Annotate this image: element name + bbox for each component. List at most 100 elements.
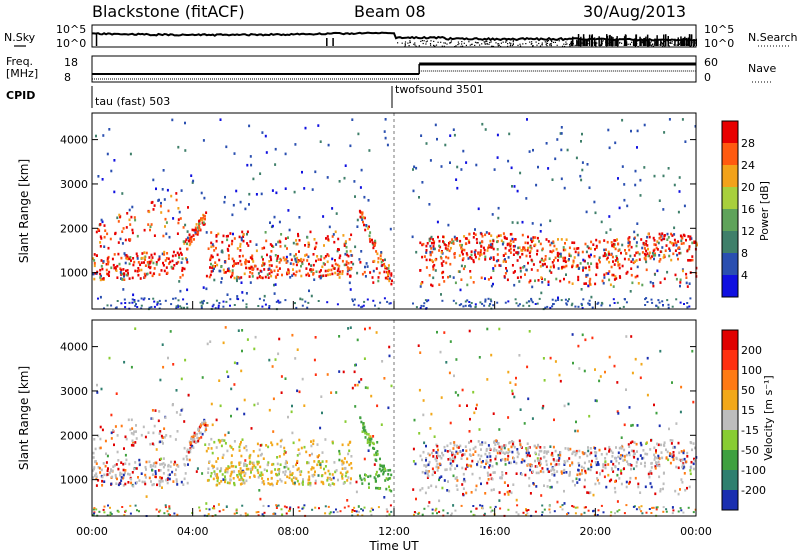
scatter-point xyxy=(470,510,473,513)
scatter-point xyxy=(169,465,172,468)
scatter-point xyxy=(526,509,528,512)
scatter-point xyxy=(125,254,128,257)
colorbar-tick-label: -100 xyxy=(741,464,766,477)
scatter-point xyxy=(609,283,612,287)
scatter-point xyxy=(271,365,274,368)
scatter-point xyxy=(224,480,226,484)
scatter-point xyxy=(232,477,235,480)
scatter-point xyxy=(386,300,389,303)
scatter-point xyxy=(294,143,297,146)
scatter-point xyxy=(598,258,601,262)
scatter-point xyxy=(201,421,204,425)
scatter-point xyxy=(128,262,131,266)
noise-search-dot xyxy=(641,42,643,44)
scatter-point xyxy=(122,462,125,466)
scatter-point xyxy=(693,459,696,462)
scatter-point xyxy=(622,459,625,462)
scatter-point xyxy=(304,244,306,247)
scatter-point xyxy=(474,305,477,308)
scatter-point xyxy=(575,156,578,160)
scatter-point xyxy=(301,170,303,174)
scatter-point xyxy=(582,452,585,456)
scatter-point xyxy=(594,461,597,464)
scatter-point xyxy=(177,299,180,302)
scatter-point xyxy=(658,237,661,240)
scatter-point xyxy=(668,118,671,121)
scatter-point xyxy=(452,276,455,279)
scatter-point xyxy=(95,254,98,257)
noise-spike xyxy=(663,34,665,46)
scatter-point xyxy=(169,435,172,438)
scatter-point xyxy=(608,278,611,282)
scatter-point xyxy=(173,460,176,464)
scatter-point xyxy=(390,274,393,277)
scatter-point xyxy=(200,304,203,307)
scatter-point xyxy=(380,251,383,254)
noise-search-dot xyxy=(563,43,565,45)
scatter-point xyxy=(609,228,612,231)
scatter-point xyxy=(270,470,273,473)
scatter-point xyxy=(104,464,107,468)
scatter-point xyxy=(459,243,462,247)
scatter-point xyxy=(92,272,95,276)
scatter-point xyxy=(372,269,375,273)
scatter-point xyxy=(645,511,648,514)
scatter-point xyxy=(200,306,203,309)
scatter-point xyxy=(501,445,504,449)
noise-search-dot xyxy=(512,44,514,46)
scatter-point xyxy=(355,480,358,484)
scatter-point xyxy=(511,450,514,454)
scatter-point xyxy=(256,462,259,466)
scatter-point xyxy=(367,433,370,436)
scatter-point xyxy=(284,152,287,156)
scatter-point xyxy=(292,441,295,445)
scatter-point xyxy=(542,404,545,408)
scatter-point xyxy=(376,441,379,444)
scatter-point xyxy=(488,466,491,469)
scatter-point xyxy=(132,263,135,267)
scatter-point xyxy=(677,210,680,214)
scatter-point xyxy=(636,251,639,254)
scatter-point xyxy=(93,511,96,514)
scatter-point xyxy=(431,250,434,254)
scatter-point xyxy=(518,439,521,443)
scatter-point xyxy=(687,259,690,262)
scatter-point xyxy=(658,464,661,468)
scatter-point xyxy=(244,262,247,266)
scatter-point xyxy=(191,181,194,184)
scatter-point xyxy=(130,215,133,219)
scatter-point xyxy=(242,470,245,474)
scatter-point xyxy=(550,469,553,472)
scatter-point xyxy=(239,245,242,248)
scatter-point xyxy=(135,430,137,433)
scatter-point xyxy=(617,261,619,264)
scatter-point xyxy=(489,303,492,305)
scatter-point xyxy=(588,280,591,283)
scatter-point xyxy=(171,470,174,474)
scatter-point xyxy=(359,210,362,214)
scatter-point xyxy=(474,233,477,236)
scatter-point xyxy=(331,264,334,267)
scatter-point xyxy=(534,510,537,513)
scatter-point xyxy=(314,336,317,339)
scatter-point xyxy=(171,118,174,122)
scatter-point xyxy=(128,462,131,466)
scatter-point xyxy=(111,257,114,261)
scatter-point xyxy=(571,265,574,269)
scatter-point xyxy=(278,470,281,473)
scatter-point xyxy=(475,238,478,241)
scatter-point xyxy=(154,472,157,475)
scatter-point xyxy=(468,232,471,236)
scatter-point xyxy=(581,304,583,307)
scatter-point xyxy=(615,459,618,463)
scatter-point xyxy=(500,458,503,462)
scatter-point xyxy=(354,383,357,387)
scatter-point xyxy=(163,512,166,515)
scatter-point xyxy=(225,505,228,508)
scatter-point xyxy=(575,477,578,481)
scatter-point xyxy=(201,300,203,303)
scatter-point xyxy=(107,467,109,470)
scatter-point xyxy=(221,250,224,254)
scatter-point xyxy=(319,258,322,261)
scatter-point xyxy=(341,459,344,463)
